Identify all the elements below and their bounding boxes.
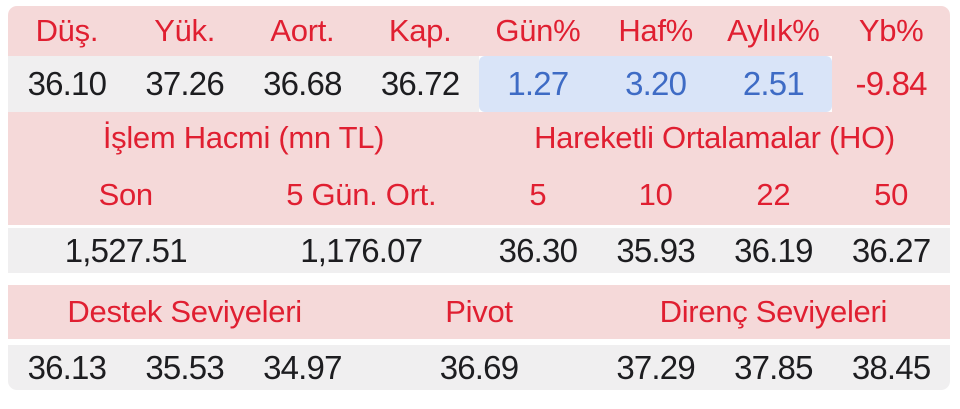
percent-change-highlight: 1.27 3.20 2.51: [479, 56, 833, 112]
ma-period-10-header: 10: [638, 176, 673, 212]
value-low: 36.10: [8, 56, 126, 112]
support-level-3: 34.97: [263, 348, 342, 386]
ma-period-5-header: 5: [529, 176, 547, 212]
price-header-row: Düş. Yük. Aort. Kap. Gün% Haf% Aylık% Yb…: [8, 6, 950, 56]
ma-50-value: 36.27: [851, 231, 931, 269]
header-high: Yük.: [154, 13, 216, 48]
ma-5-value: 36.30: [498, 231, 578, 269]
header-week-pct: Haf%: [618, 13, 693, 48]
header-close: Kap.: [388, 13, 452, 48]
subheader-row: Son 5 Gün. Ort. 5 10 22 50: [8, 164, 950, 225]
value-high: 37.26: [125, 56, 244, 112]
levels-header-row: Destek Seviyeleri Pivot Direnç Seviyeler…: [8, 285, 950, 339]
resistance-levels-title: Direnç Seviyeleri: [659, 294, 888, 329]
pivot-title: Pivot: [445, 294, 513, 329]
ma-10-value: 35.93: [616, 231, 695, 269]
ma-period-50-header: 50: [874, 176, 909, 212]
levels-value-row: 36.13 35.53 34.97 36.69 37.29 37.85 38.4…: [8, 345, 950, 390]
resistance-level-1: 37.29: [616, 348, 695, 386]
volume-last-value: 1,527.51: [64, 231, 188, 269]
resistance-level-3: 38.45: [851, 348, 931, 386]
volume-last-header: Son: [98, 176, 154, 212]
pivot-value: 36.69: [439, 348, 519, 386]
volume-ma-value-row: 1,527.51 1,176.07 36.30 35.93 36.19 36.2…: [8, 228, 950, 273]
value-ytd-pct: -9.84: [832, 56, 950, 112]
value-day-pct: 1.27: [507, 65, 569, 102]
ma-22-value: 36.19: [734, 231, 813, 269]
value-week-pct: 3.20: [625, 65, 687, 102]
support-levels-title: Destek Seviyeleri: [67, 294, 302, 329]
volume-section-title: İşlem Hacmi (mn TL): [102, 120, 385, 155]
header-ytd-pct: Yb%: [858, 13, 924, 48]
header-month-pct: Aylık%: [727, 13, 820, 48]
volume-avg-value: 1,176.07: [300, 231, 423, 269]
resistance-level-2: 37.85: [734, 348, 813, 386]
header-day-pct: Gün%: [495, 13, 581, 48]
support-level-2: 35.53: [145, 348, 224, 386]
section-title-row: İşlem Hacmi (mn TL) Hareketli Ortalamala…: [8, 112, 950, 164]
moving-averages-section-title: Hareketli Ortalamalar (HO): [534, 120, 895, 155]
price-value-row: 36.10 37.26 36.68 36.72 1.27 3.20 2.51 -…: [8, 56, 950, 112]
support-level-1: 36.13: [27, 348, 107, 386]
value-close: 36.72: [361, 56, 479, 112]
value-month-pct: 2.51: [742, 65, 805, 102]
header-vwap: Aort.: [270, 13, 335, 48]
ma-period-22-header: 22: [756, 176, 791, 212]
value-vwap: 36.68: [243, 56, 362, 112]
stock-summary-panel: Düş. Yük. Aort. Kap. Gün% Haf% Aylık% Yb…: [8, 6, 950, 390]
volume-avg-header: 5 Gün. Ort.: [286, 176, 437, 212]
header-low: Düş.: [35, 13, 99, 48]
